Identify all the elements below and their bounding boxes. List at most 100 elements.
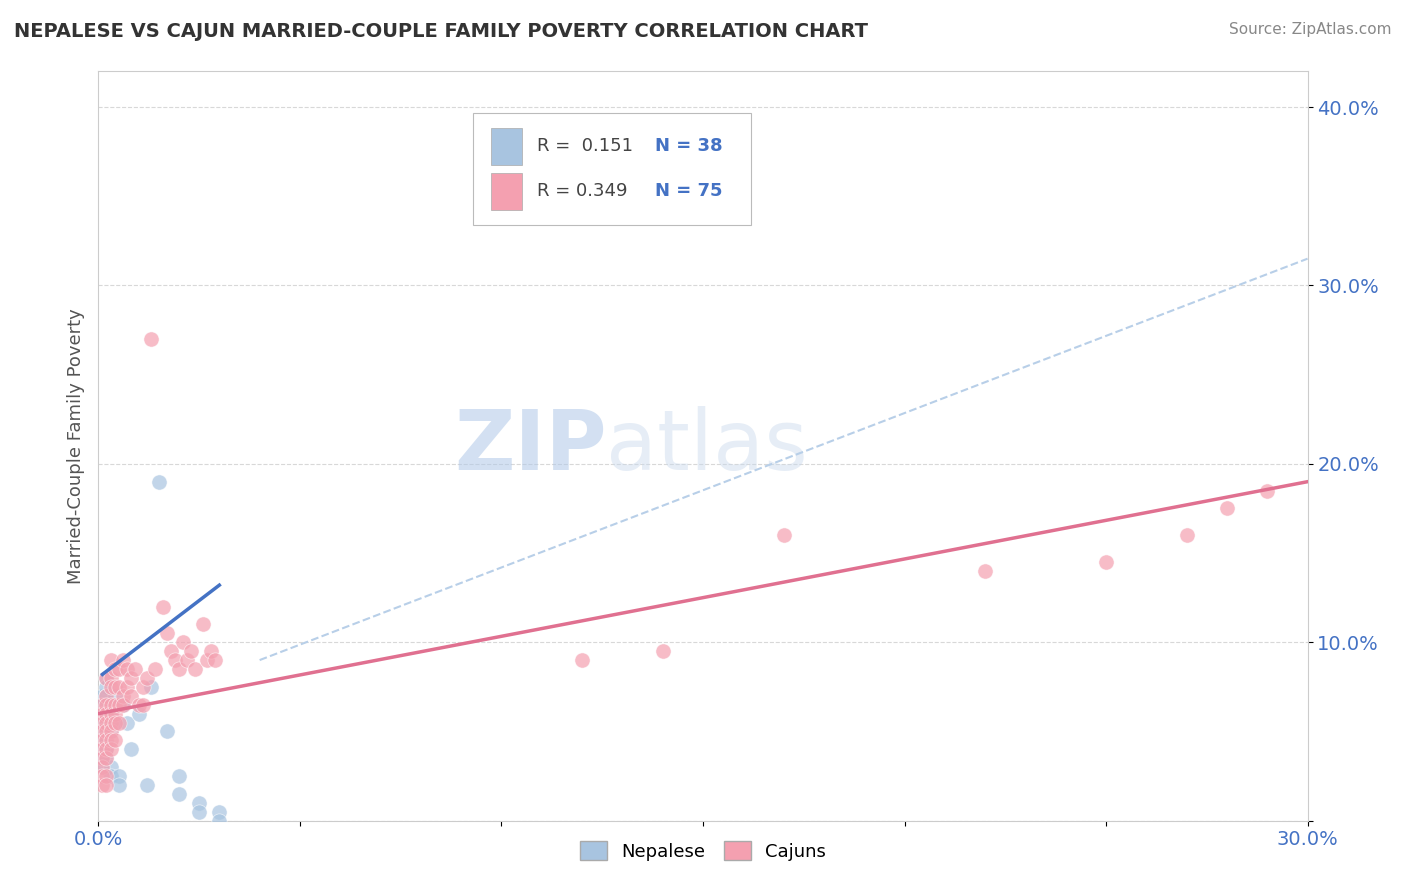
Point (91, 724, 114, 739)
Point (96, 671, 118, 685)
Point (111, 698, 134, 712)
FancyBboxPatch shape (492, 128, 522, 165)
Point (91, 760, 114, 774)
Point (96, 689, 118, 703)
Point (103, 698, 125, 712)
Point (107, 680, 129, 694)
Point (100, 724, 122, 739)
Point (100, 733, 122, 747)
Point (184, 662, 207, 676)
Point (107, 715, 129, 730)
Point (91, 733, 114, 747)
Point (193, 617, 215, 632)
Point (96, 742, 118, 756)
Point (156, 724, 179, 739)
Point (100, 698, 122, 712)
Point (96, 715, 118, 730)
Point (120, 742, 142, 756)
Point (152, 599, 174, 614)
Point (91, 698, 114, 712)
Point (180, 644, 202, 658)
Point (148, 475, 170, 489)
Point (91, 751, 114, 765)
Text: N = 75: N = 75 (655, 182, 723, 200)
Point (124, 662, 146, 676)
Point (139, 332, 162, 346)
Point (111, 689, 134, 703)
Point (115, 715, 138, 730)
Point (103, 715, 125, 730)
Point (1216, 501, 1239, 516)
Point (96, 733, 118, 747)
Point (172, 635, 194, 649)
Point (188, 796, 211, 810)
Point (96, 706, 118, 721)
Point (107, 698, 129, 712)
Point (96, 751, 118, 765)
Text: R = 0.349: R = 0.349 (537, 182, 628, 200)
Point (96, 769, 118, 783)
FancyBboxPatch shape (474, 112, 751, 225)
Point (100, 715, 122, 730)
Point (96, 671, 118, 685)
Point (91, 778, 114, 792)
Point (100, 698, 122, 712)
Point (135, 778, 157, 792)
Point (107, 778, 129, 792)
Point (91, 689, 114, 703)
Point (91, 742, 114, 756)
Point (100, 760, 122, 774)
Point (103, 706, 125, 721)
Y-axis label: Married-Couple Family Poverty: Married-Couple Family Poverty (66, 308, 84, 584)
Point (103, 733, 125, 747)
Point (91, 715, 114, 730)
Point (135, 671, 157, 685)
Point (103, 680, 125, 694)
Point (103, 715, 125, 730)
Text: ZIP: ZIP (454, 406, 606, 486)
Point (91, 706, 114, 721)
Point (128, 706, 150, 721)
Point (100, 769, 122, 783)
Text: NEPALESE VS CAJUN MARRIED-COUPLE FAMILY POVERTY CORRELATION CHART: NEPALESE VS CAJUN MARRIED-COUPLE FAMILY … (14, 22, 868, 41)
Point (167, 662, 190, 676)
Point (100, 706, 122, 721)
Point (772, 528, 794, 542)
Point (96, 689, 118, 703)
Point (188, 805, 211, 819)
Text: atlas: atlas (606, 406, 808, 486)
Point (96, 706, 118, 721)
Point (167, 769, 190, 783)
Point (100, 680, 122, 694)
Point (143, 662, 166, 676)
Point (100, 724, 122, 739)
Point (103, 689, 125, 703)
Point (96, 733, 118, 747)
Point (91, 751, 114, 765)
Point (200, 644, 222, 658)
Point (96, 724, 118, 739)
Text: N = 38: N = 38 (655, 137, 723, 155)
Point (1095, 555, 1118, 569)
Legend: Nepalese, Cajuns: Nepalese, Cajuns (572, 834, 834, 868)
Point (208, 814, 231, 828)
Point (100, 742, 122, 756)
Point (100, 706, 122, 721)
Point (107, 769, 129, 783)
Point (974, 564, 997, 578)
Point (651, 644, 673, 658)
Point (96, 680, 118, 694)
Point (96, 751, 118, 765)
Point (96, 742, 118, 756)
Point (128, 698, 150, 712)
Point (176, 653, 198, 667)
Point (167, 787, 190, 801)
FancyBboxPatch shape (492, 172, 522, 210)
Point (120, 689, 142, 703)
Text: R =  0.151: R = 0.151 (537, 137, 633, 155)
Point (91, 769, 114, 783)
Point (107, 662, 129, 676)
Point (195, 653, 218, 667)
Point (163, 653, 186, 667)
Point (96, 698, 118, 712)
